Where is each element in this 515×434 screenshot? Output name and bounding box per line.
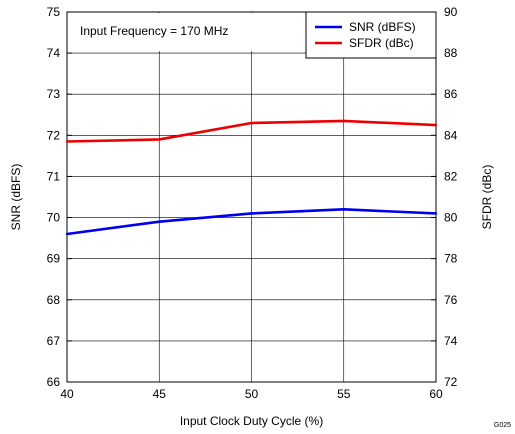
y-tick-label-left: 75 xyxy=(47,5,61,19)
x-tick-label: 45 xyxy=(153,387,167,401)
y-tick-label-left: 66 xyxy=(47,375,61,389)
y-tick-label-right: 72 xyxy=(444,375,458,389)
data-point-snr xyxy=(342,208,345,211)
x-tick-label: 40 xyxy=(60,387,74,401)
data-point-snr xyxy=(65,232,69,236)
x-tick-label: 60 xyxy=(429,387,443,401)
series-lines xyxy=(65,119,438,236)
y-tick-label-right: 88 xyxy=(444,46,458,60)
data-point-sfdr xyxy=(250,121,253,125)
y-tick-label-right: 84 xyxy=(444,128,458,142)
x-tick-label: 55 xyxy=(337,387,351,401)
y-tick-label-right: 82 xyxy=(444,169,458,183)
data-point-sfdr xyxy=(434,123,438,127)
annotation-box xyxy=(68,13,258,51)
x-axis-label: Input Clock Duty Cycle (%) xyxy=(180,414,323,428)
ticks: 40 45 50 55 60 66 67 68 69 70 71 72 73 74 75 72 74 76 78 80… xyxy=(47,5,458,401)
y-tick-label-right: 74 xyxy=(444,334,458,348)
data-point-sfdr xyxy=(342,119,345,123)
data-point-sfdr xyxy=(158,138,161,141)
y-tick-label-right: 90 xyxy=(444,5,458,19)
y-tick-label-right: 80 xyxy=(444,211,458,225)
plot-frame xyxy=(66,11,437,383)
y-tick-label-left: 68 xyxy=(47,293,61,307)
y-tick-label-left: 67 xyxy=(47,334,61,348)
y-tick-label-right: 76 xyxy=(444,293,458,307)
data-point-snr xyxy=(250,212,253,215)
legend-label-snr: SNR (dBFS) xyxy=(349,20,416,34)
data-point-sfdr xyxy=(65,140,69,143)
y-tick-label-left: 72 xyxy=(47,128,61,142)
y-tick-label-right: 86 xyxy=(444,87,458,101)
data-point-snr xyxy=(158,220,161,223)
y-tick-label-right: 78 xyxy=(444,252,458,266)
figure-id: G025 xyxy=(494,422,511,429)
legend-label-sfdr: SFDR (dBc) xyxy=(349,36,414,50)
y-axis-right-label: SFDR (dBc) xyxy=(480,165,494,230)
x-tick-label: 50 xyxy=(245,387,259,401)
y-tick-label-left: 69 xyxy=(47,252,61,266)
y-tick-label-left: 70 xyxy=(47,211,61,225)
y-tick-label-left: 71 xyxy=(47,169,61,183)
y-tick-label-left: 74 xyxy=(47,46,61,60)
legend-box xyxy=(305,11,437,59)
legend: SNR (dBFS) SFDR (dBc) xyxy=(305,11,437,59)
y-axis-left-label: SNR (dBFS) xyxy=(9,164,23,231)
data-point-snr xyxy=(434,212,438,215)
y-tick-label-left: 73 xyxy=(47,87,61,101)
grid xyxy=(67,12,436,382)
annotation-text: Input Frequency = 170 MHz xyxy=(80,24,228,38)
